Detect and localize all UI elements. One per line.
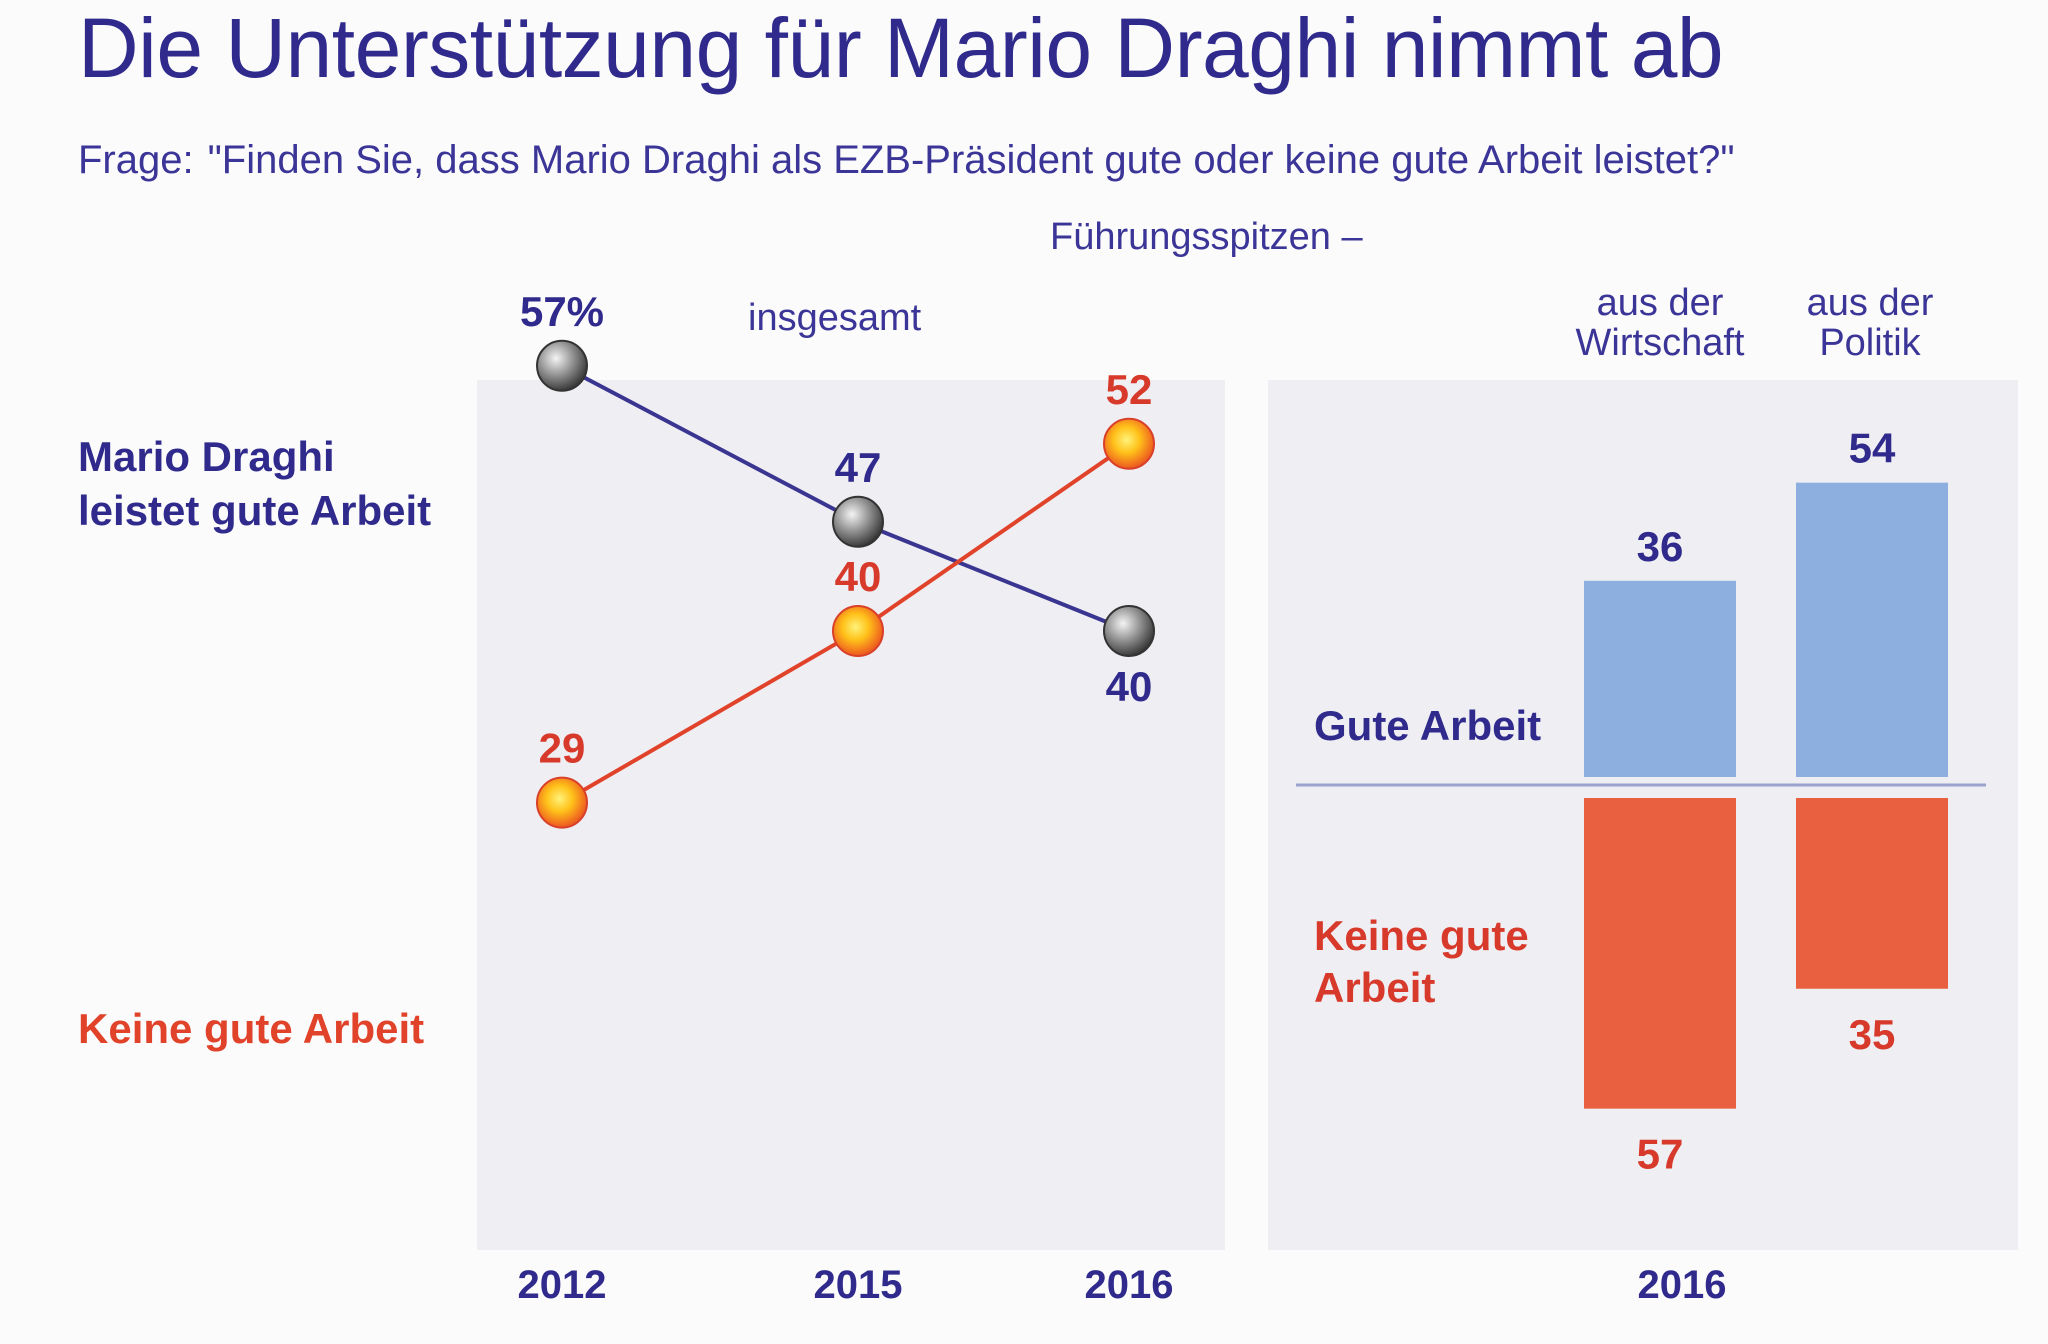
overall-panel-title: insgesamt bbox=[748, 297, 922, 339]
x-tick-label-1: 2015 bbox=[814, 1263, 903, 1307]
bar-series-name-good: Gute Arbeit bbox=[1314, 702, 1541, 749]
data-point-0-0 bbox=[536, 339, 588, 392]
bar-label-bad-0: 57 bbox=[1637, 1131, 1684, 1178]
data-label-0-0: 57% bbox=[520, 288, 604, 335]
bar-label-good-0: 36 bbox=[1637, 523, 1684, 570]
series-label-bad-line1: Keine gute Arbeit bbox=[78, 1005, 425, 1052]
x-tick-label-0: 2012 bbox=[518, 1263, 607, 1307]
series-label-good-line2: leistet gute Arbeit bbox=[78, 487, 432, 534]
question-label: Frage: bbox=[78, 138, 194, 182]
data-label-1-1: 40 bbox=[835, 553, 882, 600]
series-label-good-line1: Mario Draghi bbox=[78, 433, 335, 480]
series-label-good: Mario Draghi leistet gute Arbeit bbox=[78, 430, 431, 538]
data-point-1-2 bbox=[1103, 417, 1155, 470]
series-label-bad: Keine gute Arbeit bbox=[78, 1002, 424, 1056]
bar-series-name-bad-line1: Keine gute bbox=[1314, 912, 1529, 959]
bar-label-good-1: 54 bbox=[1849, 425, 1896, 472]
leaders-header: Führungsspitzen – bbox=[1050, 216, 1363, 258]
data-point-0-2 bbox=[1103, 605, 1155, 657]
x-tick-label-2: 2016 bbox=[1085, 1263, 1174, 1307]
bar-label-bad-1: 35 bbox=[1849, 1011, 1896, 1058]
category-economy-line1: aus der bbox=[1596, 282, 1724, 324]
data-point-0-1 bbox=[832, 495, 884, 548]
question-text: "Finden Sie, dass Mario Draghi als EZB-P… bbox=[207, 138, 1735, 182]
data-point-1-1 bbox=[832, 605, 884, 657]
bar-series-name-bad-line2: Arbeit bbox=[1314, 964, 1435, 1011]
data-label-0-1: 47 bbox=[835, 444, 882, 491]
bar-x-label: 2016 bbox=[1638, 1263, 1727, 1307]
category-economy-label: aus der Wirtschaft bbox=[1560, 283, 1760, 363]
bar-good-1 bbox=[1796, 482, 1948, 777]
bar-bad-1 bbox=[1796, 798, 1948, 989]
category-politics-line2: Politik bbox=[1819, 322, 1921, 364]
data-point-1-0 bbox=[536, 776, 588, 829]
data-label-1-0: 29 bbox=[539, 725, 586, 772]
category-politics-label: aus der Politik bbox=[1770, 283, 1970, 363]
data-label-1-2: 52 bbox=[1106, 366, 1153, 413]
category-economy-line2: Wirtschaft bbox=[1575, 322, 1745, 364]
chart-title: Die Unterstützung für Mario Draghi nimmt… bbox=[78, 1, 1724, 95]
data-label-0-2: 40 bbox=[1106, 663, 1153, 710]
question: Frage: "Finden Sie, dass Mario Draghi als… bbox=[78, 138, 1735, 183]
bar-good-0 bbox=[1584, 580, 1736, 777]
bar-bad-0 bbox=[1584, 798, 1736, 1109]
category-politics-line1: aus der bbox=[1806, 282, 1934, 324]
